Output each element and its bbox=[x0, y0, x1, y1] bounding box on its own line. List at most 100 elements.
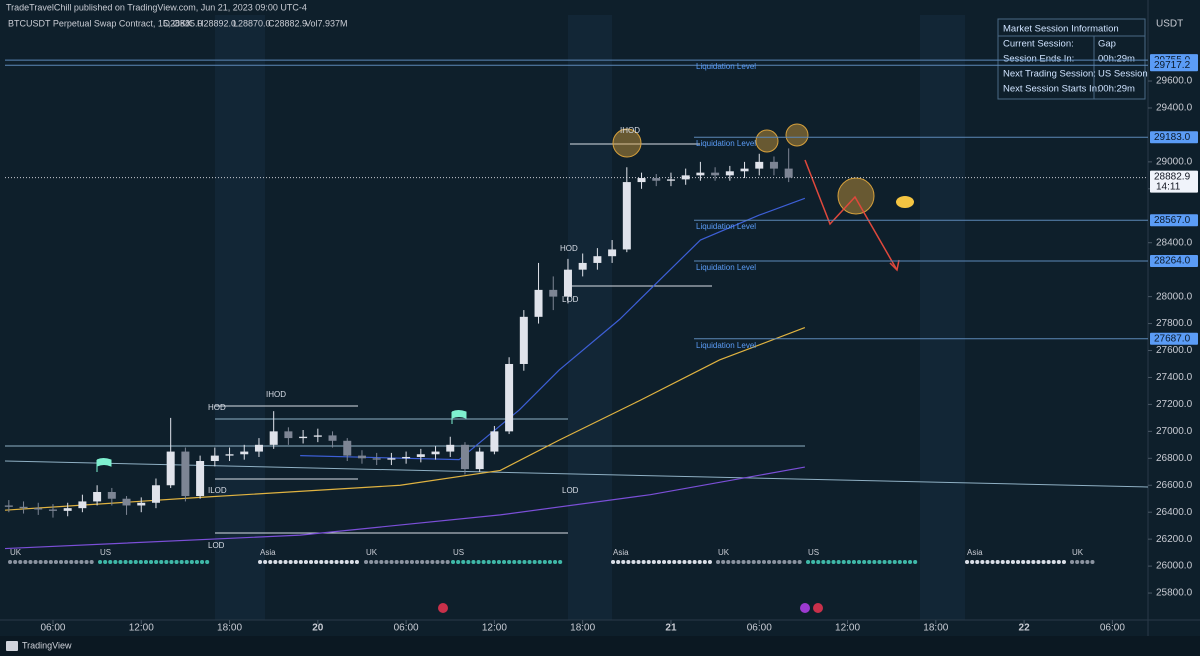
currency: USDT bbox=[1156, 19, 1183, 30]
publisher: TradeTravelChill published on TradingVie… bbox=[6, 2, 307, 12]
event-icon bbox=[438, 603, 448, 613]
y-tick-label: 29600.0 bbox=[1156, 76, 1193, 87]
brand: TradingView bbox=[22, 640, 72, 650]
candle-body bbox=[313, 435, 322, 437]
session-label: UK bbox=[366, 548, 378, 557]
y-tick-label: 28000.0 bbox=[1156, 291, 1193, 302]
annotation: Liquidation Level bbox=[696, 341, 756, 350]
session-label: Asia bbox=[967, 548, 983, 557]
x-tick-label: 06:00 bbox=[747, 623, 772, 634]
candle-body bbox=[431, 451, 440, 455]
candle-body bbox=[225, 454, 234, 456]
annotation: Liquidation Level bbox=[696, 139, 756, 148]
candle-body bbox=[593, 256, 602, 263]
ohlc-low: L28870.0 bbox=[233, 18, 271, 28]
candle-body bbox=[269, 431, 278, 445]
y-tick-label: 26200.0 bbox=[1156, 534, 1193, 545]
moving-average bbox=[4, 327, 806, 511]
brand-logo bbox=[6, 641, 18, 651]
price-label: 28264.0 bbox=[1154, 256, 1191, 267]
table-cell: Gap bbox=[1098, 39, 1116, 50]
candle-body bbox=[48, 509, 57, 511]
candle-body bbox=[416, 454, 425, 457]
flag bbox=[451, 410, 467, 424]
candle-body bbox=[578, 262, 587, 270]
annotation: Liquidation Level bbox=[696, 263, 756, 272]
symbol: BTCUSDT Perpetual Swap Contract, 15, OKX bbox=[8, 18, 192, 28]
candle-body bbox=[549, 289, 558, 297]
candle-body bbox=[402, 456, 411, 459]
table-cell: 00h:29m bbox=[1098, 54, 1135, 65]
table-frame bbox=[997, 18, 1146, 100]
arrow-head bbox=[889, 259, 900, 272]
y-tick-label: 26600.0 bbox=[1156, 480, 1193, 491]
x-tick-label: 18:00 bbox=[923, 623, 948, 634]
table-cell: Next Session Starts In: bbox=[1003, 84, 1100, 95]
session-label: UK bbox=[10, 548, 22, 557]
candle-body bbox=[196, 461, 205, 497]
price-label-box bbox=[1150, 255, 1198, 268]
annotation: LOD bbox=[562, 486, 579, 495]
candle-body bbox=[78, 501, 87, 509]
x-tick-label: 20 bbox=[312, 623, 324, 634]
y-tick-label: 27400.0 bbox=[1156, 372, 1193, 383]
y-tick-label: 25800.0 bbox=[1156, 588, 1193, 599]
moving-average bbox=[4, 466, 805, 550]
drawings bbox=[4, 123, 1149, 613]
candle-body bbox=[284, 431, 293, 439]
event-icon bbox=[813, 603, 823, 613]
candle-body bbox=[299, 436, 308, 439]
x-tick-label: 18:00 bbox=[570, 623, 595, 634]
ohlc-close: C28882.9 bbox=[268, 18, 307, 28]
price-label-box bbox=[1150, 332, 1198, 345]
table-cell: 00h:29m bbox=[1098, 84, 1135, 95]
candle-body bbox=[137, 502, 146, 506]
highlight-circle bbox=[612, 128, 642, 158]
candle-body bbox=[563, 269, 572, 297]
x-tick-label: 12:00 bbox=[482, 623, 507, 634]
y-tick-label: 27800.0 bbox=[1156, 318, 1193, 329]
price-label: 29717.2 bbox=[1154, 60, 1191, 71]
y-tick-label: 28400.0 bbox=[1156, 237, 1193, 248]
table-cell: Session Ends In: bbox=[1003, 54, 1074, 65]
y-tick-label: 29400.0 bbox=[1156, 103, 1193, 114]
x-tick-label: 22 bbox=[1019, 623, 1031, 634]
y-tick-label: 27600.0 bbox=[1156, 345, 1193, 356]
current-price-label: 28882.9 bbox=[1154, 171, 1191, 182]
price-label: 28567.0 bbox=[1154, 215, 1191, 226]
candle-body bbox=[519, 316, 528, 364]
candle-body bbox=[475, 451, 484, 470]
y-tick-label: 27000.0 bbox=[1156, 426, 1193, 437]
highlight-circle bbox=[755, 129, 779, 153]
candle-body bbox=[755, 161, 764, 169]
candle-body bbox=[696, 172, 705, 176]
candle-body bbox=[34, 508, 43, 510]
session-table: Market Session Information Current Sessi… bbox=[997, 18, 1148, 100]
candle-body bbox=[254, 444, 263, 452]
candle-body bbox=[181, 451, 190, 497]
session-label: US bbox=[100, 548, 111, 557]
candle-body bbox=[372, 458, 381, 460]
session-label: Asia bbox=[260, 548, 276, 557]
candle-body bbox=[19, 506, 28, 509]
candle-body bbox=[534, 289, 543, 317]
candle-body bbox=[769, 161, 778, 169]
y-tick-label: 26800.0 bbox=[1156, 453, 1193, 464]
trend-line bbox=[4, 460, 1149, 488]
candle-body bbox=[681, 175, 690, 180]
annotation: LOD bbox=[208, 541, 225, 550]
table-cell: Current Session: bbox=[1003, 39, 1074, 50]
candle-body bbox=[107, 491, 116, 499]
projection-arrow bbox=[804, 159, 898, 271]
countdown: 14:11 bbox=[1156, 181, 1181, 192]
candle-body bbox=[725, 171, 734, 176]
candle-body bbox=[446, 444, 455, 452]
event-icon bbox=[800, 603, 810, 613]
candle-body bbox=[151, 485, 160, 503]
y-tick-label: 27200.0 bbox=[1156, 399, 1193, 410]
candle-body bbox=[666, 179, 675, 181]
candle-body bbox=[240, 451, 249, 455]
price-label: 27687.0 bbox=[1154, 333, 1191, 344]
y-tick-label: 26400.0 bbox=[1156, 507, 1193, 518]
